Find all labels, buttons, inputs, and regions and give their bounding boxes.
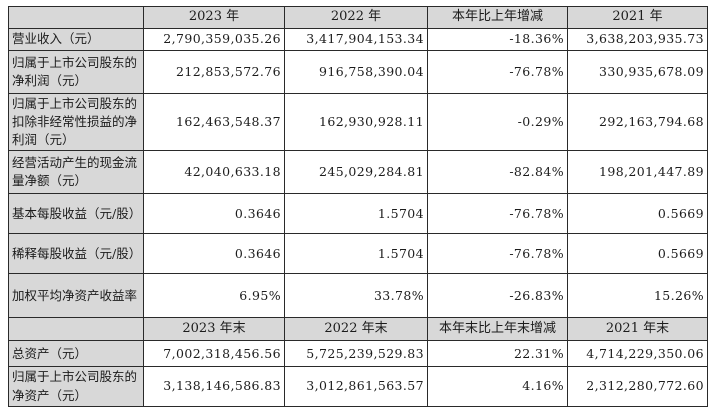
table-row-net-assets: 归属于上市公司股东的净资产（元） 3,138,146,586.83 3,012,…: [8, 366, 708, 407]
header-blank-cell: [8, 317, 144, 342]
cell-value-2023: 162,463,548.37: [143, 92, 285, 152]
cell-value-2022: 916,758,390.04: [284, 50, 428, 94]
financial-summary-table: 2023 年 2022 年 本年比上年增减 2021 年 营业收入（元） 2,7…: [8, 6, 708, 407]
row-label: 归属于上市公司股东的净资产（元）: [8, 366, 144, 407]
row-label: 稀释每股收益（元/股）: [8, 233, 144, 275]
cell-value-change: -76.78%: [427, 193, 568, 235]
table-row-revenue: 营业收入（元） 2,790,359,035.26 3,417,904,153.3…: [8, 28, 708, 51]
cell-value-2021: 292,163,794.68: [567, 92, 708, 152]
row-label: 总资产（元）: [8, 340, 144, 368]
cell-value-2022: 5,725,239,529.83: [284, 340, 428, 368]
cell-value-2021: 0.5669: [567, 233, 708, 275]
cell-value-2021: 198,201,447.89: [567, 150, 708, 195]
cell-value-change: -0.29%: [427, 92, 568, 152]
row-label: 加权平均净资产收益率: [8, 273, 144, 319]
table-row-operating-cash-flow: 经营活动产生的现金流量净额（元） 42,040,633.18 245,029,2…: [8, 150, 708, 195]
cell-value-2021: 2,312,280,772.60: [567, 366, 708, 407]
table-row-total-assets: 总资产（元） 7,002,318,456.56 5,725,239,529.83…: [8, 340, 708, 368]
cell-value-2022: 33.78%: [284, 273, 428, 319]
cell-value-2021: 15.26%: [567, 273, 708, 319]
header-blank-cell: [8, 6, 144, 29]
cell-value-2021: 330,935,678.09: [567, 50, 708, 94]
cell-value-2022: 245,029,284.81: [284, 150, 428, 195]
header-2023: 2023 年: [143, 6, 285, 29]
header-2021-end: 2021 年末: [567, 317, 708, 342]
cell-value-change: -82.84%: [427, 150, 568, 195]
table-row-basic-eps: 基本每股收益（元/股） 0.3646 1.5704 -76.78% 0.5669: [8, 193, 708, 235]
header-2023-end: 2023 年末: [143, 317, 285, 342]
cell-value-2023: 0.3646: [143, 193, 285, 235]
header-yoy-end-change: 本年末比上年末增减: [427, 317, 568, 342]
cell-value-change: -18.36%: [427, 28, 568, 51]
cell-value-2023: 212,853,572.76: [143, 50, 285, 94]
cell-value-change: -26.83%: [427, 273, 568, 319]
cell-value-2023: 42,040,633.18: [143, 150, 285, 195]
row-label: 营业收入（元）: [8, 28, 144, 51]
header-2022-end: 2022 年末: [284, 317, 428, 342]
period-end-header-row: 2023 年末 2022 年末 本年末比上年末增减 2021 年末: [8, 317, 708, 342]
header-yoy-change: 本年比上年增减: [427, 6, 568, 29]
cell-value-change: -76.78%: [427, 50, 568, 94]
cell-value-change: -76.78%: [427, 233, 568, 275]
row-label: 基本每股收益（元/股）: [8, 193, 144, 235]
cell-value-2022: 1.5704: [284, 233, 428, 275]
table-row-diluted-eps: 稀释每股收益（元/股） 0.3646 1.5704 -76.78% 0.5669: [8, 233, 708, 275]
cell-value-2023: 2,790,359,035.26: [143, 28, 285, 51]
row-label: 归属于上市公司股东的扣除非经常性损益的净利润（元）: [8, 92, 144, 152]
cell-value-2021: 3,638,203,935.73: [567, 28, 708, 51]
row-label: 归属于上市公司股东的净利润（元）: [8, 50, 144, 94]
header-2021: 2021 年: [567, 6, 708, 29]
cell-value-2022: 3,417,904,153.34: [284, 28, 428, 51]
cell-value-2021: 4,714,229,350.06: [567, 340, 708, 368]
cell-value-change: 4.16%: [427, 366, 568, 407]
cell-value-2023: 3,138,146,586.83: [143, 366, 285, 407]
cell-value-2023: 0.3646: [143, 233, 285, 275]
row-label: 经营活动产生的现金流量净额（元）: [8, 150, 144, 195]
period-header-row: 2023 年 2022 年 本年比上年增减 2021 年: [8, 6, 708, 29]
table-row-net-profit: 归属于上市公司股东的净利润（元） 212,853,572.76 916,758,…: [8, 50, 708, 94]
cell-value-2022: 3,012,861,563.57: [284, 366, 428, 407]
table-row-net-profit-excl-nonrecurring: 归属于上市公司股东的扣除非经常性损益的净利润（元） 162,463,548.37…: [8, 92, 708, 152]
financial-summary-table-wrap: 2023 年 2022 年 本年比上年增减 2021 年 营业收入（元） 2,7…: [8, 6, 708, 407]
header-2022: 2022 年: [284, 6, 428, 29]
cell-value-2023: 6.95%: [143, 273, 285, 319]
cell-value-2021: 0.5669: [567, 193, 708, 235]
cell-value-2023: 7,002,318,456.56: [143, 340, 285, 368]
cell-value-2022: 1.5704: [284, 193, 428, 235]
table-row-weighted-avg-roe: 加权平均净资产收益率 6.95% 33.78% -26.83% 15.26%: [8, 273, 708, 319]
cell-value-2022: 162,930,928.11: [284, 92, 428, 152]
cell-value-change: 22.31%: [427, 340, 568, 368]
